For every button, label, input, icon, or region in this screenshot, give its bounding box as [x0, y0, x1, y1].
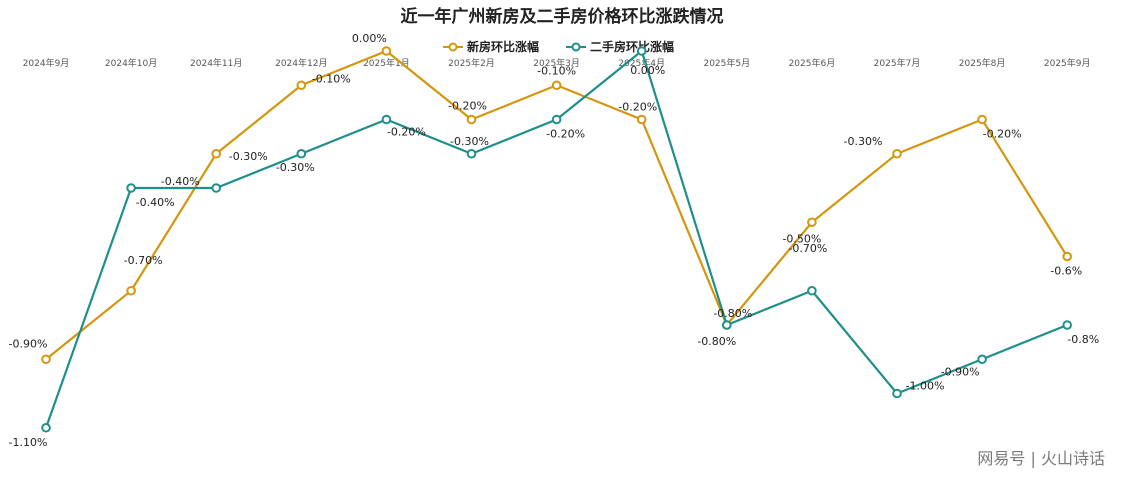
- data-label-second-hand: -0.8%: [1067, 333, 1099, 346]
- data-label-second-hand: -0.40%: [161, 175, 200, 188]
- data-point-new-homes[interactable]: [381, 46, 392, 56]
- data-point-second-hand[interactable]: [466, 148, 477, 159]
- series-second-hand: [41, 46, 1072, 433]
- legend-label-second-hand: 二手房环比涨幅: [590, 39, 674, 54]
- data-label-new-homes: -0.20%: [983, 128, 1022, 141]
- x-tick-label: 2024年11月: [190, 57, 242, 69]
- data-point-second-hand[interactable]: [892, 388, 902, 399]
- legend-label-new-homes: 新房环比涨幅: [467, 39, 539, 54]
- data-label-new-homes: -0.30%: [844, 135, 883, 148]
- data-label-second-hand: -0.70%: [788, 242, 827, 255]
- data-label-new-homes: -0.20%: [448, 100, 487, 113]
- data-point-new-homes[interactable]: [1062, 251, 1072, 262]
- data-label-new-homes: -0.6%: [1050, 265, 1082, 278]
- x-tick-label: 2024年10月: [105, 57, 157, 69]
- data-point-second-hand[interactable]: [551, 114, 562, 125]
- data-point-second-hand[interactable]: [381, 114, 392, 125]
- data-label-second-hand: -0.20%: [546, 128, 585, 141]
- data-label-new-homes: -0.80%: [713, 307, 752, 320]
- x-tick-label: 2025年2月: [448, 57, 495, 69]
- data-label-new-homes: -0.20%: [618, 101, 657, 114]
- data-point-new-homes[interactable]: [211, 148, 221, 159]
- data-point-new-homes[interactable]: [977, 114, 987, 125]
- data-point-new-homes[interactable]: [807, 217, 817, 228]
- data-label-second-hand: -0.90%: [941, 365, 980, 378]
- data-label-new-homes: -0.90%: [9, 337, 48, 350]
- data-point-new-homes[interactable]: [466, 114, 477, 125]
- data-point-second-hand[interactable]: [977, 354, 987, 365]
- data-point-second-hand[interactable]: [126, 183, 136, 193]
- x-tick-label: 2025年9月: [1044, 57, 1091, 69]
- data-point-second-hand[interactable]: [41, 422, 51, 433]
- series-line-second-hand: [44, 49, 1068, 429]
- x-tick-label: 2025年3月: [533, 57, 580, 69]
- data-label-new-homes: -0.10%: [312, 72, 351, 85]
- data-point-second-hand[interactable]: [807, 285, 817, 296]
- data-point-new-homes[interactable]: [636, 114, 647, 125]
- data-point-second-hand[interactable]: [211, 183, 221, 193]
- data-label-second-hand: 0.00%: [630, 64, 665, 77]
- data-point-new-homes[interactable]: [892, 148, 902, 159]
- data-label-new-homes: -0.70%: [124, 254, 163, 267]
- x-tick-label: 2025年5月: [703, 57, 750, 69]
- data-label-second-hand: -0.40%: [136, 196, 175, 209]
- x-tick-label: 2025年7月: [874, 57, 921, 69]
- x-tick-label: 2024年12月: [275, 57, 327, 69]
- legend-marker-second-hand: [571, 42, 581, 52]
- data-label-second-hand: -0.80%: [697, 335, 736, 348]
- data-point-second-hand[interactable]: [636, 46, 647, 56]
- x-tick-label: 2025年8月: [959, 57, 1006, 69]
- series-new-homes: [41, 46, 1072, 365]
- chart-title: 近一年广州新房及二手房价格环比涨跌情况: [401, 6, 724, 27]
- legend-item-second-hand[interactable]: 二手房环比涨幅: [566, 39, 674, 54]
- watermark: 网易号 | 火山诗话: [977, 449, 1105, 468]
- data-point-new-homes[interactable]: [296, 80, 307, 91]
- data-label-new-homes: -0.30%: [229, 150, 268, 163]
- data-point-new-homes[interactable]: [41, 354, 51, 365]
- data-point-second-hand[interactable]: [1062, 320, 1072, 330]
- legend-item-new-homes[interactable]: 新房环比涨幅: [443, 39, 539, 54]
- data-label-new-homes: -0.50%: [782, 232, 821, 245]
- data-label-second-hand: -0.30%: [276, 161, 315, 174]
- data-label-second-hand: -1.10%: [9, 436, 48, 449]
- data-labels-new-homes: -0.90% -0.70% -0.30% -0.10% 0.00% -0.20% -0.10…: [9, 32, 1083, 350]
- data-label-second-hand: -0.30%: [450, 135, 489, 148]
- data-label-new-homes: 0.00%: [352, 32, 387, 45]
- data-label-second-hand: -1.00%: [906, 380, 945, 393]
- legend: 新房环比涨幅 二手房环比涨幅: [443, 39, 674, 54]
- x-tick-label: 2025年6月: [789, 57, 836, 69]
- data-label-second-hand: -0.20%: [387, 126, 426, 139]
- data-labels-second-hand: -1.10% -0.40% -0.40% -0.30% -0.20% -0.30% -0.2…: [9, 64, 1100, 449]
- data-point-second-hand[interactable]: [722, 320, 732, 330]
- data-point-new-homes[interactable]: [126, 285, 136, 296]
- data-point-new-homes[interactable]: [551, 80, 562, 91]
- x-tick-label: 2024年9月: [23, 57, 70, 69]
- legend-marker-new-homes: [448, 42, 458, 52]
- series-line-new-homes: [45, 49, 1069, 361]
- data-point-second-hand[interactable]: [296, 148, 307, 159]
- x-axis-ticks: 2024年9月 2024年10月 2024年11月 2024年12月 2025年1月 20…: [23, 57, 1091, 69]
- data-label-new-homes: -0.10%: [537, 64, 576, 77]
